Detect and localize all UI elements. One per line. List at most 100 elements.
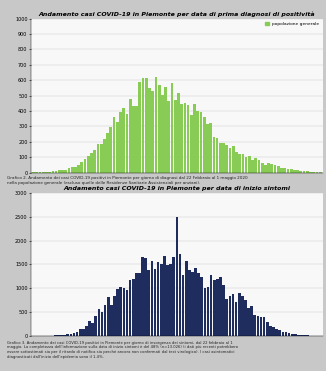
Bar (283, 168, 286, 173)
Bar (122, 108, 125, 173)
Bar (245, 157, 247, 173)
Bar (194, 268, 197, 336)
Bar (103, 139, 106, 173)
Bar (145, 78, 148, 173)
Bar (97, 309, 100, 336)
Bar (69, 334, 72, 336)
Bar (139, 82, 141, 173)
Bar (168, 101, 170, 173)
Bar (87, 156, 90, 173)
Bar (135, 273, 138, 336)
Bar (225, 299, 228, 336)
Bar (257, 316, 259, 336)
Bar (293, 170, 296, 173)
Bar (269, 326, 272, 336)
Bar (110, 305, 113, 336)
Bar (116, 122, 119, 173)
Bar (264, 165, 267, 173)
Legend: popolazione generale: popolazione generale (264, 21, 320, 27)
Bar (272, 327, 275, 336)
Bar (247, 308, 250, 336)
Bar (74, 167, 77, 173)
Bar (113, 117, 115, 173)
Bar (197, 273, 200, 336)
Bar (116, 289, 119, 336)
Bar (76, 332, 79, 336)
Bar (155, 77, 157, 173)
Bar (294, 334, 297, 336)
Bar (84, 160, 86, 173)
Bar (248, 156, 251, 173)
Bar (174, 101, 177, 173)
Bar (287, 169, 289, 173)
Bar (144, 258, 147, 336)
Bar (160, 264, 163, 336)
Bar (291, 334, 293, 336)
Bar (300, 171, 302, 173)
Bar (193, 104, 196, 173)
Bar (123, 288, 125, 336)
Bar (61, 170, 64, 173)
Bar (203, 288, 206, 336)
Bar (285, 332, 287, 336)
Bar (282, 332, 284, 336)
Bar (67, 334, 69, 336)
Bar (271, 164, 273, 173)
Bar (138, 273, 141, 336)
Bar (303, 171, 305, 173)
Text: Grafico 2. Andamento dei casi COVID-19 positivi in Piemonte per giorno di diagno: Grafico 2. Andamento dei casi COVID-19 p… (7, 176, 247, 185)
Bar (110, 127, 112, 173)
Bar (79, 329, 82, 336)
Bar (132, 106, 135, 173)
Bar (303, 335, 306, 336)
Bar (96, 144, 99, 173)
Bar (164, 87, 167, 173)
Bar (45, 172, 48, 173)
Bar (222, 285, 225, 336)
Bar (77, 165, 80, 173)
Bar (180, 104, 183, 173)
Bar (88, 321, 91, 336)
Bar (306, 335, 309, 336)
Bar (90, 153, 93, 173)
Bar (67, 168, 70, 173)
Bar (157, 262, 159, 336)
Bar (229, 296, 231, 336)
Bar (95, 316, 97, 336)
Title: Andamento casi COVID-19 in Piemonte per data di prima diagnosi di positività: Andamento casi COVID-19 in Piemonte per … (38, 11, 315, 17)
Bar (166, 265, 169, 336)
Bar (316, 172, 318, 173)
Bar (158, 85, 160, 173)
Bar (210, 275, 213, 336)
Bar (216, 279, 219, 336)
Bar (229, 148, 231, 173)
Bar (241, 296, 244, 336)
Bar (169, 264, 172, 336)
Bar (258, 160, 260, 173)
Bar (55, 171, 57, 173)
Bar (261, 163, 263, 173)
Bar (82, 329, 85, 336)
Bar (38, 172, 41, 173)
Bar (232, 294, 234, 336)
Bar (222, 142, 225, 173)
Bar (63, 335, 66, 336)
Bar (142, 78, 144, 173)
Bar (52, 171, 54, 173)
Bar (93, 150, 96, 173)
Bar (278, 330, 281, 336)
Bar (274, 165, 276, 173)
Bar (58, 170, 61, 173)
Bar (57, 335, 60, 336)
Bar (238, 293, 241, 336)
Bar (172, 257, 175, 336)
Bar (126, 289, 128, 336)
Bar (260, 317, 262, 336)
Bar (106, 132, 109, 173)
Bar (151, 261, 153, 336)
Bar (267, 163, 270, 173)
Bar (216, 138, 218, 173)
Bar (306, 171, 309, 173)
Bar (100, 144, 103, 173)
Bar (225, 145, 228, 173)
